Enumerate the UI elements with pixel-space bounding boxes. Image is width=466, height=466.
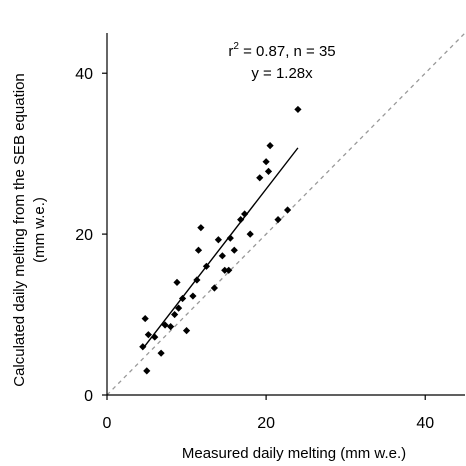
data-point	[246, 230, 254, 238]
data-point	[182, 327, 191, 335]
x-tick-label: 20	[257, 415, 275, 432]
x-tick-label: 0	[103, 415, 112, 432]
data-point	[294, 105, 302, 114]
y-tick-label: 40	[75, 66, 93, 83]
y-tick-label: 0	[84, 388, 93, 405]
data-point	[157, 349, 165, 357]
axis-ticks: 0 20 40 0 20 40	[75, 66, 434, 432]
data-point	[256, 174, 264, 182]
data-point	[197, 224, 205, 232]
data-point	[175, 304, 183, 312]
data-point	[241, 210, 249, 218]
plot-area	[106, 32, 466, 396]
data-point	[264, 167, 273, 175]
x-tick-label: 40	[416, 415, 434, 432]
data-point	[161, 321, 169, 329]
data-point	[202, 262, 211, 270]
data-point	[214, 236, 222, 244]
data-point	[226, 234, 234, 242]
data-point	[173, 278, 181, 286]
data-point	[283, 206, 292, 214]
y-axis-title-line2: (mm w.e.)	[31, 197, 48, 263]
data-point	[194, 246, 203, 254]
data-point	[274, 216, 282, 224]
data-point	[178, 294, 187, 303]
data-point	[262, 158, 270, 166]
data-point	[225, 266, 233, 274]
data-point	[230, 246, 238, 254]
data-point	[143, 367, 151, 375]
data-point	[167, 323, 175, 331]
data-point	[139, 343, 147, 351]
data-point	[221, 266, 229, 274]
data-point	[151, 333, 159, 341]
data-point	[171, 310, 179, 319]
reference-line-1to1	[106, 32, 466, 396]
regression-line	[142, 147, 299, 350]
data-point	[144, 331, 152, 339]
x-axis-title: Measured daily melting (mm w.e.)	[182, 445, 406, 462]
data-point	[141, 314, 149, 323]
data-points	[139, 105, 302, 375]
equation-annotation: y = 1.28x	[251, 65, 313, 82]
data-point	[193, 276, 201, 284]
y-axis-title: Calculated daily melting from the SEB eq…	[11, 73, 48, 387]
data-point	[189, 292, 197, 300]
data-point	[210, 284, 218, 292]
y-axis-title-line1: Calculated daily melting from the SEB eq…	[11, 73, 28, 387]
y-tick-label: 20	[75, 227, 93, 244]
data-point	[266, 142, 274, 150]
data-point	[218, 252, 226, 260]
r-squared-annotation: r2 = 0.87, n = 35	[228, 41, 335, 60]
data-point	[237, 216, 245, 224]
